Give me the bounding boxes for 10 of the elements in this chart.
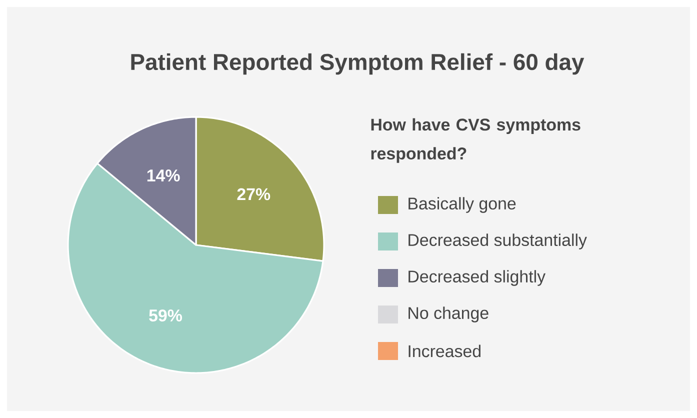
data-label: 27%: [237, 188, 270, 200]
legend-label: Basically gone: [408, 197, 516, 213]
legend-label: Decreased substantially: [408, 234, 587, 250]
data-label: 59%: [149, 309, 182, 322]
legend-label: Decreased slightly: [408, 270, 546, 286]
data-label: 14%: [147, 170, 180, 182]
legend-label: No change: [408, 306, 488, 322]
legend-title: How have CVS symptoms responded?: [371, 118, 580, 163]
chart-title: Patient Reported Symptom Relief - 60 day: [131, 53, 584, 75]
legend-label: Increased: [408, 344, 480, 358]
